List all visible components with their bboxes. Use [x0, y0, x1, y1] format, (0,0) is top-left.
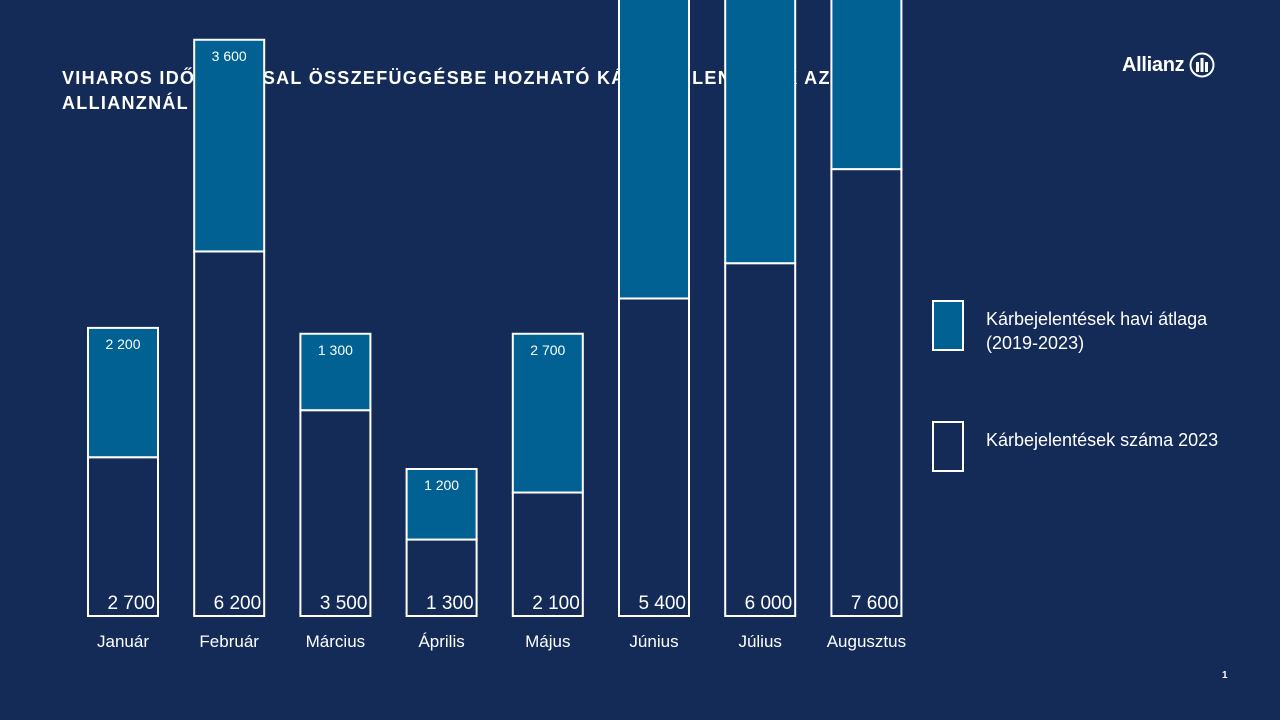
bar-2023 — [618, 297, 690, 617]
allianz-eagle-icon — [1189, 52, 1215, 78]
data-label-average: 1 300 — [318, 342, 353, 358]
bar-average — [299, 332, 372, 412]
bar-average — [618, 0, 690, 300]
data-label-2023: 1 300 — [426, 593, 474, 614]
data-label-2023: 5 400 — [638, 593, 686, 614]
legend-label-average: Kárbejelentések havi átlaga (2019-2023) — [986, 309, 1208, 353]
x-tick-label: Március — [306, 632, 366, 651]
x-tick-label: Február — [199, 632, 259, 651]
bar-2023 — [193, 250, 266, 617]
data-label-2023: 6 200 — [214, 593, 262, 614]
data-label-2023: 3 500 — [320, 593, 368, 614]
data-label-2023: 2 100 — [532, 593, 580, 614]
x-tick-label: Augusztus — [827, 632, 906, 651]
data-label-2023: 7 600 — [851, 593, 899, 614]
legend-swatch-count — [932, 421, 964, 472]
x-tick-label: Június — [629, 632, 678, 651]
bar-2023 — [830, 168, 903, 617]
allianz-logo: Allianz — [1122, 52, 1215, 78]
legend-label-count: Kárbejelentések száma 2023 — [986, 430, 1219, 450]
legend-item-average: Kárbejelentések havi átlaga (2019-2023) — [932, 300, 1252, 360]
data-label-2023: 2 700 — [107, 593, 155, 614]
x-tick-label: Január — [97, 632, 149, 651]
bar-2023 — [299, 409, 372, 618]
page-number: 1 — [1222, 670, 1228, 681]
x-tick-label: Július — [738, 632, 781, 651]
x-tick-label: Május — [525, 632, 570, 651]
x-tick-label: Április — [418, 632, 464, 651]
bar-average — [724, 0, 797, 265]
data-label-average: 1 200 — [424, 477, 459, 493]
bar-average — [830, 0, 903, 171]
bar-average — [87, 326, 159, 459]
legend-swatch-average — [932, 300, 964, 351]
bar-average — [405, 468, 478, 541]
data-label-average: 2 200 — [105, 336, 140, 352]
bar-2023 — [511, 491, 584, 617]
logo-text: Allianz — [1122, 53, 1185, 76]
bar-average — [511, 332, 584, 494]
bar-2023 — [724, 262, 797, 617]
data-label-average: 3 600 — [212, 48, 247, 64]
data-label-2023: 6 000 — [745, 593, 793, 614]
legend-item-count: Kárbejelentések száma 2023 — [932, 421, 1252, 481]
bar-average — [193, 38, 266, 253]
data-label-average: 2 700 — [530, 342, 565, 358]
